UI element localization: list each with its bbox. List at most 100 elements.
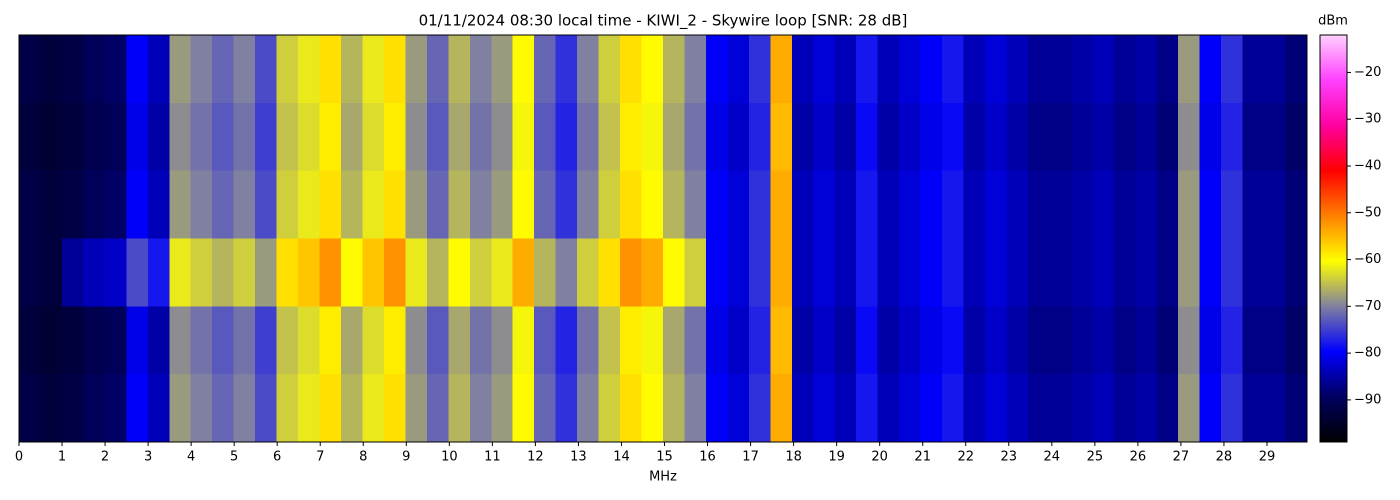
heatmap-cell: [770, 102, 793, 172]
heatmap-cell: [684, 238, 707, 307]
heatmap-cell: [491, 170, 514, 239]
heatmap-cell: [748, 102, 771, 172]
heatmap-cell: [641, 306, 664, 375]
heatmap-cell: [620, 102, 643, 172]
heatmap-cell: [426, 238, 449, 307]
heatmap-cell: [813, 35, 836, 104]
heatmap-cell: [727, 102, 750, 172]
heatmap-cell: [383, 306, 406, 375]
heatmap-cell: [362, 238, 385, 307]
heatmap-cell: [834, 238, 857, 307]
heatmap-cell: [1049, 170, 1072, 239]
heatmap-cell: [190, 170, 213, 239]
heatmap-cell: [598, 102, 621, 172]
heatmap-cell: [169, 170, 192, 239]
heatmap-cell: [319, 35, 342, 104]
heatmap-cell: [1006, 306, 1029, 375]
heatmap-cell: [1027, 238, 1050, 307]
heatmap-cell: [877, 102, 900, 172]
heatmap-cell: [1049, 306, 1072, 375]
x-tick-label: 4: [187, 450, 195, 465]
heatmap-cell: [641, 238, 664, 307]
heatmap-cell: [298, 35, 321, 104]
heatmap-cell: [448, 238, 471, 307]
heatmap-cell: [577, 102, 600, 172]
heatmap-cell: [1285, 238, 1308, 307]
heatmap-cell: [126, 238, 149, 307]
heatmap-cell: [405, 306, 428, 375]
heatmap-cell: [104, 170, 127, 239]
heatmap-cell: [1156, 35, 1179, 104]
heatmap-cell: [190, 35, 213, 104]
heatmap-cell: [641, 170, 664, 239]
heatmap-cell: [383, 374, 406, 443]
heatmap-cell: [684, 35, 707, 104]
colorbar-tick-label: −20: [1354, 65, 1381, 80]
heatmap-cell: [877, 35, 900, 104]
x-tick-label: 27: [1173, 450, 1190, 465]
heatmap-cell: [1178, 238, 1201, 307]
heatmap-cell: [1049, 374, 1072, 443]
heatmap-cell: [1049, 238, 1072, 307]
heatmap-cell: [298, 102, 321, 172]
heatmap-cell: [19, 374, 41, 443]
heatmap-cell: [298, 238, 321, 307]
heatmap-cell: [834, 35, 857, 104]
heatmap-cell: [813, 374, 836, 443]
heatmap-cell: [405, 374, 428, 443]
heatmap-cell: [40, 102, 63, 172]
heatmap-cell: [276, 374, 299, 443]
heatmap-cell: [40, 170, 63, 239]
heatmap-cell: [1092, 306, 1115, 375]
heatmap-cell: [426, 35, 449, 104]
heatmap-cell: [233, 102, 256, 172]
heatmap-cell: [1135, 102, 1158, 172]
x-axis-label: MHz: [649, 470, 677, 485]
heatmap-cell: [856, 170, 879, 239]
x-tick-label: 24: [1044, 450, 1061, 465]
heatmap-cell: [319, 306, 342, 375]
heatmap-cell: [1242, 374, 1265, 443]
colorbar-tick-label: −60: [1354, 252, 1381, 267]
heatmap-cell: [770, 306, 793, 375]
heatmap-cell: [1070, 306, 1093, 375]
heatmap-cell: [1264, 170, 1287, 239]
heatmap-cell: [19, 238, 41, 307]
colorbar-tick-label: −30: [1354, 112, 1381, 127]
heatmap-cell: [319, 170, 342, 239]
heatmap-cell: [169, 238, 192, 307]
heatmap-cell: [920, 35, 943, 104]
heatmap-cell: [469, 238, 492, 307]
x-tick-label: 22: [957, 450, 974, 465]
x-tick-label: 8: [359, 450, 367, 465]
x-tick-label: 5: [230, 450, 238, 465]
heatmap-cell: [1156, 374, 1179, 443]
heatmap-cell: [577, 35, 600, 104]
heatmap-cell: [212, 374, 235, 443]
heatmap-cell: [341, 35, 363, 104]
heatmap-cell: [920, 306, 943, 375]
heatmap-cell: [1135, 35, 1158, 104]
heatmap-cell: [899, 238, 922, 307]
heatmap-cell: [104, 238, 127, 307]
colorbar: [1319, 34, 1348, 443]
x-tick-label: 23: [1001, 450, 1018, 465]
heatmap-cell: [705, 35, 728, 104]
heatmap-cell: [169, 374, 192, 443]
heatmap-cell: [1006, 238, 1029, 307]
x-tick-label: 10: [441, 450, 458, 465]
heatmap-cell: [534, 374, 557, 443]
heatmap-cell: [899, 374, 922, 443]
heatmap-cell: [83, 102, 106, 172]
heatmap-cell: [319, 102, 342, 172]
heatmap-cell: [534, 170, 557, 239]
heatmap-cell: [877, 238, 900, 307]
heatmap-cell: [448, 374, 471, 443]
heatmap-cell: [1027, 306, 1050, 375]
x-tick-label: 29: [1259, 450, 1276, 465]
heatmap-cell: [1135, 374, 1158, 443]
heatmap-cell: [512, 306, 535, 375]
x-tick-label: 15: [656, 450, 673, 465]
heatmap-cell: [426, 374, 449, 443]
heatmap-cell: [1070, 374, 1093, 443]
